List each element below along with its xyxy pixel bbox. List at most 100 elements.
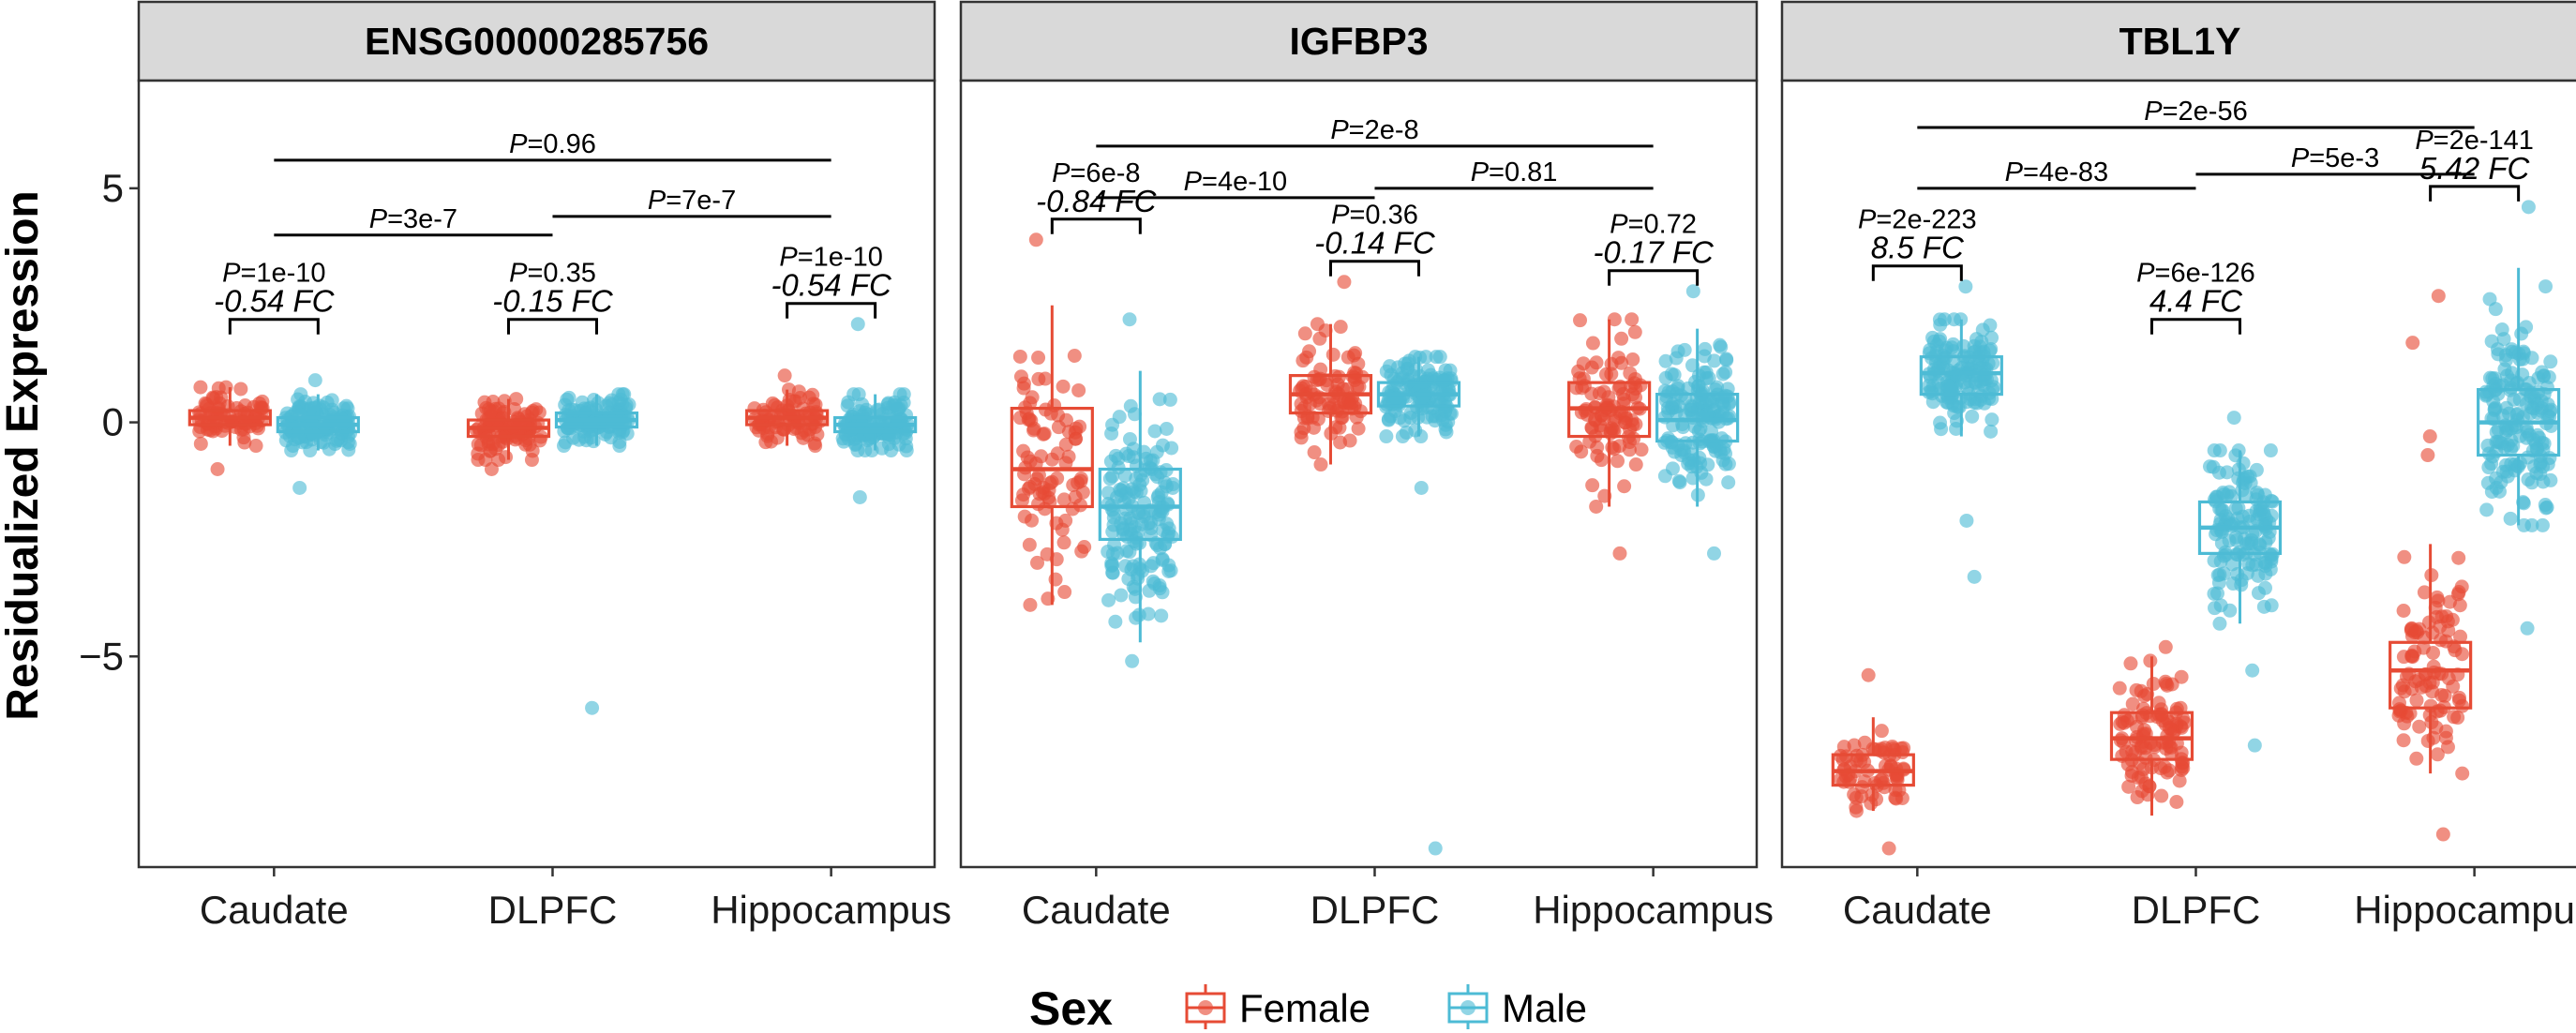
data-point [2223,603,2238,618]
data-point [1108,614,1123,629]
box-group [1655,284,1740,561]
data-point [2112,681,2127,696]
data-point [1056,492,1071,507]
data-point [1295,381,1310,396]
comparison-bracket [1871,264,1963,281]
data-point [509,392,524,407]
data-point [1105,546,1120,561]
data-point [1428,841,1443,856]
data-point [2519,421,2534,436]
p-value-label: P=0.81 [1471,157,1558,187]
data-point [1707,546,1722,561]
data-point [1713,337,1728,352]
data-point [852,489,867,504]
data-point [1598,367,1613,382]
data-point [292,407,307,422]
data-point [193,436,208,451]
data-point [1612,546,1627,561]
data-point [1073,473,1088,488]
region-comparison: P=7e-7 [552,186,831,218]
box-group [2477,200,2561,636]
data-point [1625,312,1640,327]
facet-panel: IGFBP3 Caudate DLPFC Hippocampus -0.84 FCP=6… [959,0,1774,932]
data-point [1048,572,1063,587]
data-point [1381,412,1396,427]
box-group [276,373,360,495]
fold-change-label: -0.15 FC [492,284,614,319]
p-value-label: P=2e-56 [2144,97,2247,127]
data-point [2162,721,2177,736]
region-comparison: P=4e-83 [1917,157,2196,190]
data-point [2491,434,2506,449]
facet-title: TBL1Y [2119,20,2241,63]
data-point [1574,444,1589,459]
data-point [793,390,808,405]
data-point [2430,590,2445,605]
data-point [2435,827,2450,842]
comparison-bracket [506,318,598,335]
data-point [1439,425,1454,440]
comparison-bracket [1328,260,1420,277]
box-group [466,392,551,477]
data-point [1585,336,1600,351]
data-point [1116,521,1131,536]
data-point [851,387,866,402]
facet-strip [137,0,936,82]
data-point [1697,365,1712,380]
data-point [1312,331,1327,346]
data-point [1686,453,1701,468]
data-point [1855,780,1870,795]
data-point [1593,418,1608,433]
data-point [2503,511,2518,526]
sex-comparison: 8.5 FCP=2e-223 [1858,205,1977,281]
data-point [2251,586,2266,601]
box [2109,711,2194,761]
data-point [2487,371,2502,386]
data-point [2419,679,2434,694]
data-point [2540,408,2555,423]
data-point [2536,474,2551,489]
sex-comparison: 4.4 FCP=6e-126 [2136,259,2255,335]
data-point [2520,621,2535,636]
data-point [2216,548,2231,563]
data-point [1721,475,1736,490]
p-value-label: P=2e-8 [1330,115,1418,145]
data-point [1861,667,1876,682]
sex-comparison: -0.14 FCP=0.36 [1314,201,1436,277]
y-tick-label: 0 [102,400,124,444]
sex-comparison: -0.17 FCP=0.72 [1593,210,1715,286]
data-point [1975,322,1990,337]
comparison-bracket [2429,185,2521,202]
data-point [2488,400,2503,415]
data-point [1657,410,1672,425]
data-point [1333,320,1348,335]
facet-panels: ENSG00000285756 −5 0 5 Caudate DLPFC Hippocamp… [79,0,2576,932]
data-point [1119,544,1134,559]
data-point [1715,390,1730,405]
data-point [1051,420,1066,435]
data-point [1421,363,1436,378]
data-point [2249,462,2264,477]
data-point [770,430,785,445]
data-point [513,414,528,429]
facet-title: IGFBP3 [1289,20,1428,63]
data-point [2263,443,2278,458]
data-point [1698,341,1713,356]
data-point [2491,342,2506,357]
box [1919,355,2003,397]
data-point [2494,322,2509,337]
data-point [2504,442,2519,457]
data-point [808,439,823,454]
box [1098,467,1182,542]
facet-panel: TBL1Y Caudate DLPFC Hippocampus 8.5 FCP=2e-2… [1780,0,2576,932]
data-point [1031,351,1046,366]
p-value-label: P=1e-10 [222,259,325,289]
data-point [2539,279,2554,294]
data-point [1101,592,1116,607]
data-point [617,387,632,402]
data-point [1147,576,1162,591]
box-group [2197,411,2283,753]
data-point [2529,442,2544,457]
comparison-bracket [1050,217,1142,234]
data-point [1628,457,1643,472]
